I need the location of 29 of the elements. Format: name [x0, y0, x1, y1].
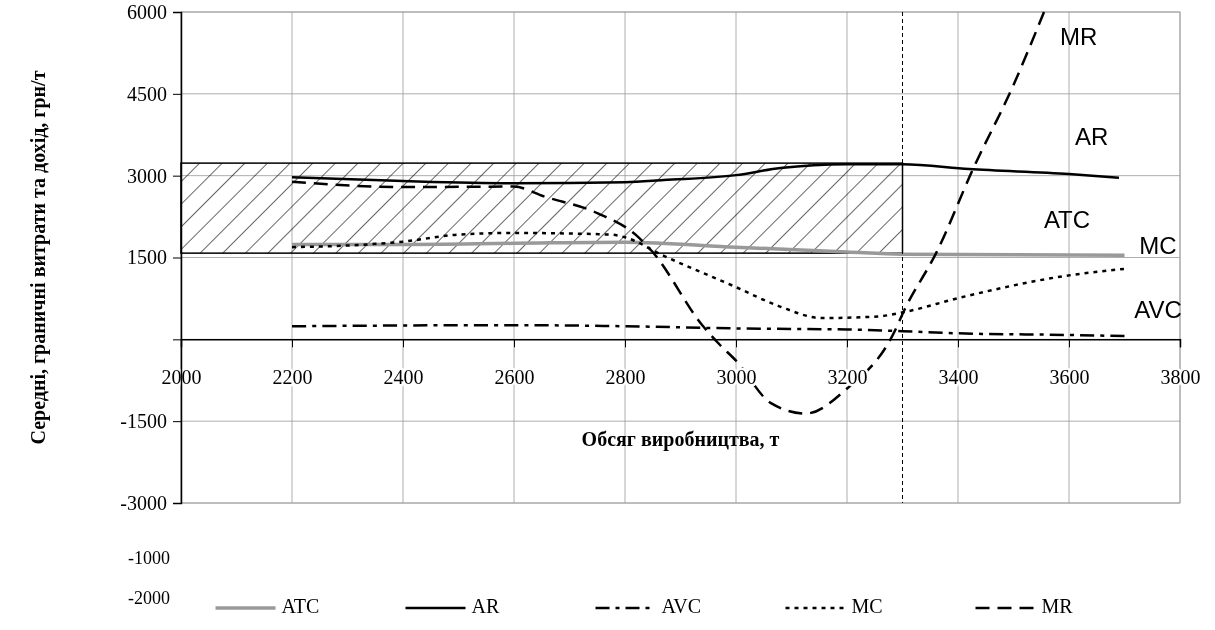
y-tick-label: -3000	[120, 491, 167, 514]
y-tick-label: 6000	[127, 0, 167, 23]
x-axis-title: Обсяг виробництва, т	[581, 428, 780, 451]
annotation: AVC	[1134, 296, 1182, 324]
legend-label: MR	[1041, 594, 1074, 617]
x-tick-label: 2400	[383, 365, 424, 388]
annotation: AR	[1075, 123, 1109, 151]
x-tick-label: 3200	[827, 365, 868, 388]
x-tick-label: 3800	[1160, 365, 1201, 388]
legend-label: AVC	[661, 594, 702, 617]
y-tick-label: 1500	[127, 246, 167, 269]
y-axis-title: Середні, граничні витрати та дохід, грн/т	[27, 70, 50, 445]
annotation: MC	[1139, 232, 1177, 260]
x-tick-label: 3600	[1049, 365, 1090, 388]
x-tick-label: 2200	[272, 365, 313, 388]
x-tick-label: 3400	[938, 365, 979, 388]
x-tick-label: 3000	[716, 365, 757, 388]
y-tick-label: -1500	[120, 410, 167, 433]
x-tick-label: 2800	[605, 365, 646, 388]
annotation: ATC	[1043, 206, 1091, 234]
legend-label: ATC	[281, 594, 320, 617]
y-tick-label: 3000	[127, 164, 167, 187]
legend-label: MC	[851, 594, 883, 617]
text: -2000	[128, 588, 170, 609]
annotation: MR	[1060, 23, 1098, 51]
y-tick-label: 4500	[127, 82, 167, 105]
x-tick-label: 2600	[494, 365, 535, 388]
legend-label: AR	[471, 594, 500, 617]
text: -1000	[128, 548, 170, 569]
